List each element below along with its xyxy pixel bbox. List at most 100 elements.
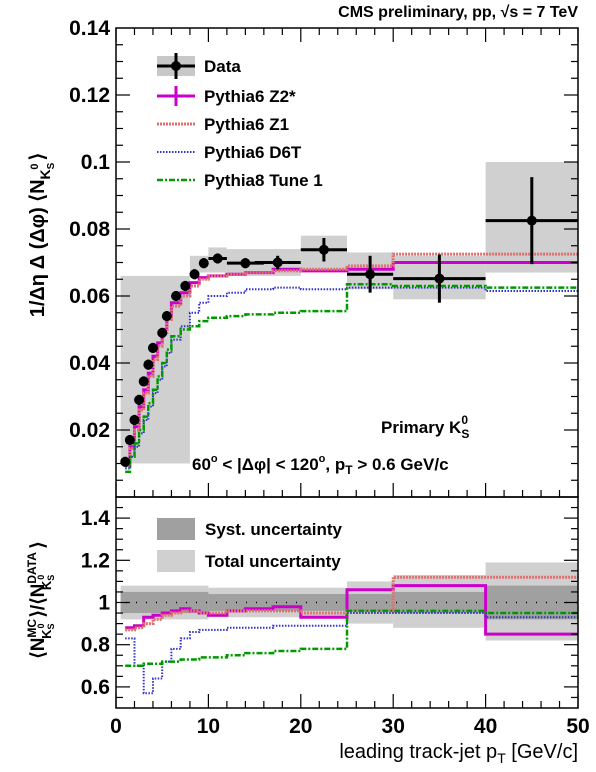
data-point-3 <box>134 394 145 405</box>
legend-label-z1: Pythia6 Z1 <box>204 115 289 134</box>
bottom-y-ticks: 0.6 0.8 1 1.2 1.4 <box>81 506 578 699</box>
bot-ylabel-mid: ⟩/⟨N <box>28 584 49 618</box>
data-point-0 <box>120 456 131 467</box>
legend-label-d6t: Pythia6 D6T <box>204 143 302 162</box>
bot-ylabel-open: ⟨N <box>28 638 49 659</box>
data-point-18 <box>434 273 445 284</box>
top-legend: Data Pythia6 Z2* Pythia6 Z1 Pythia6 D6T … <box>157 53 323 190</box>
bot-ylabel-zero: 0 <box>36 623 46 628</box>
bottom-ytick-label: 1.2 <box>81 549 110 572</box>
bot-ylabel-s2: S <box>46 575 56 581</box>
top-mc-series <box>125 252 578 474</box>
top-data-points <box>120 177 578 467</box>
top-series-d6t <box>125 286 578 470</box>
legend-label-syst: Syst. uncertainty <box>205 520 343 539</box>
top-y-axis-label: 1/Δη Δ (Δφ) ⟨NKS0 ⟩ <box>27 153 57 318</box>
bottom-x-ticks: 0 10 20 30 40 50 <box>110 694 590 738</box>
data-point-5 <box>143 359 154 370</box>
header-right: = 7 TeV <box>518 4 578 21</box>
x-axis-label: leading track-jet pT [GeV/c] <box>339 741 578 766</box>
top-ytick-label: 0.14 <box>69 17 110 40</box>
bottom-panel: 0.6 0.8 1 1.2 1.4 0 10 20 30 40 50 Syst. uncertai… <box>25 496 590 738</box>
annotation-cut-pt-sub: T <box>345 463 353 477</box>
data-point-7 <box>157 327 168 338</box>
top-ytick-label: 0.1 <box>81 151 111 174</box>
legend-entry-data: Data <box>157 53 241 79</box>
annotation-primary-zero: 0 <box>461 413 468 427</box>
data-point-4 <box>138 376 149 387</box>
bottom-series-z1 <box>125 575 578 632</box>
legend-data-marker <box>171 61 181 71</box>
top-ylabel-close: ⟩ <box>27 153 49 161</box>
annotation-cut-deg-b: o <box>319 453 326 465</box>
annotation-cut-pt: , p <box>325 455 345 474</box>
xlabel-sub: T <box>497 750 506 766</box>
bottom-ratio-series <box>125 575 578 695</box>
bottom-series-tune1 <box>125 609 578 668</box>
data-point-11 <box>189 269 200 280</box>
bottom-xtick-label: 50 <box>566 715 589 738</box>
top-ylabel-k: K <box>37 169 53 179</box>
legend-entry-tune1: Pythia8 Tune 1 <box>157 171 323 190</box>
bottom-y-axis-label: ⟨NMCKS0⟩/⟨NDATAKS0⟩ <box>25 541 56 658</box>
header-sqrt: √s <box>501 4 519 21</box>
top-ylabel-zero: 0 <box>29 164 41 170</box>
bot-ylabel-zero2: 0 <box>36 575 46 580</box>
top-series-z1 <box>125 252 578 468</box>
bottom-syst-band-segment-2 <box>393 591 486 614</box>
bottom-xtick-label: 40 <box>474 715 497 738</box>
bottom-ytick-label: 1 <box>98 592 110 615</box>
data-point-6 <box>147 342 158 353</box>
xlabel-main: leading track-jet p <box>339 741 497 763</box>
top-ytick-label: 0.06 <box>69 285 110 308</box>
bottom-ytick-label: 0.8 <box>81 634 111 657</box>
top-ytick-label: 0.12 <box>69 84 110 107</box>
legend-label-tune1: Pythia8 Tune 1 <box>204 171 323 190</box>
data-point-17 <box>365 269 376 280</box>
data-point-12 <box>198 258 209 269</box>
data-point-16 <box>318 244 329 255</box>
top-ytick-label: 0.08 <box>69 218 110 241</box>
bot-ylabel-data: DATA <box>25 552 39 584</box>
top-ylabel-s: S <box>46 162 57 169</box>
bottom-ytick-label: 1.4 <box>81 507 111 530</box>
data-point-14 <box>240 258 251 269</box>
header-label: CMS preliminary, pp, √s = 7 TeV <box>338 4 578 21</box>
annotation-cut-60: 60 <box>192 455 211 474</box>
top-x-ticks <box>115 28 579 497</box>
legend-label-data: Data <box>204 57 241 76</box>
data-point-10 <box>180 280 191 291</box>
data-point-8 <box>161 311 172 322</box>
bot-ylabel-close: ⟩ <box>28 541 49 548</box>
annotation-cuts: 60o < |Δφ| < 120o, pT > 0.6 GeV/c <box>192 453 449 477</box>
bottom-ytick-label: 0.6 <box>81 676 110 699</box>
top-ytick-label: 0.02 <box>69 419 110 442</box>
legend-entry-z2star: Pythia6 Z2* <box>157 86 296 106</box>
top-ylabel-main: 1/Δη Δ (Δφ) ⟨N <box>27 179 49 317</box>
bot-ylabel-s: S <box>46 624 56 630</box>
bot-ylabel-k: K <box>39 629 54 639</box>
annotation-primary-k0s: Primary KS0 <box>381 413 469 441</box>
bot-ylabel-mc: MC <box>25 619 39 638</box>
data-point-9 <box>171 291 182 301</box>
top-ytick-label: 0.04 <box>69 352 110 375</box>
data-point-2 <box>129 414 140 425</box>
legend-total-swatch <box>157 550 195 572</box>
annotation-primary-text: Primary K <box>381 418 462 437</box>
header-left: CMS preliminary, pp, <box>338 4 500 21</box>
bottom-xtick-label: 30 <box>382 715 405 738</box>
bottom-xtick-label: 0 <box>110 715 122 738</box>
data-point-13 <box>212 253 223 264</box>
legend-syst-swatch <box>157 518 195 540</box>
top-y-ticks: 0.02 0.04 0.06 0.08 0.1 0.12 0.14 <box>69 17 578 481</box>
data-point-1 <box>124 435 135 446</box>
annotation-cut-deg-a: o <box>211 453 218 465</box>
bottom-legend: Syst. uncertainty Total uncertainty <box>157 518 343 572</box>
bottom-uncertainty-bands <box>120 562 578 641</box>
legend-label-z2star: Pythia6 Z2* <box>204 87 296 106</box>
bot-ylabel-k2: K <box>39 580 54 590</box>
data-point-19 <box>526 215 537 226</box>
legend-entry-d6t: Pythia6 D6T <box>157 143 302 162</box>
bottom-xtick-label: 20 <box>289 715 312 738</box>
